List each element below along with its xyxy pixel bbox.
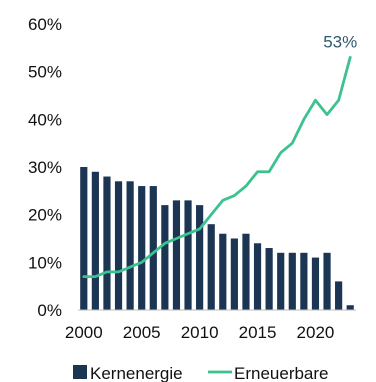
bar-kernenergie <box>184 200 192 310</box>
legend-label-kernenergie: Kernenergie <box>90 364 183 382</box>
bar-kernenergie <box>149 186 157 310</box>
bar-kernenergie <box>277 252 285 310</box>
bar-kernenergie <box>300 252 308 310</box>
y-tick-label: 50% <box>28 63 62 82</box>
y-tick-label: 30% <box>28 158 62 177</box>
y-tick-label: 0% <box>37 301 62 320</box>
x-tick-label: 2000 <box>65 323 103 342</box>
bar-kernenergie <box>311 257 320 310</box>
bar-kernenergie <box>219 233 227 310</box>
x-tick-label: 2015 <box>239 323 277 342</box>
y-tick-label: 60% <box>28 15 62 34</box>
bar-kernenergie <box>138 186 146 310</box>
bar-kernenergie <box>103 176 111 310</box>
bar-kernenergie <box>230 238 238 310</box>
bar-kernenergie <box>196 205 204 310</box>
y-axis: 0% 10% 20% 30% 40% 50% 60% <box>28 15 62 320</box>
legend-swatch-kernenergie <box>73 365 87 379</box>
bar-kernenergie <box>288 252 296 310</box>
legend-label-erneuerbare: Erneuerbare <box>234 364 329 382</box>
bar-kernenergie <box>346 305 354 310</box>
bar-kernenergie <box>335 281 343 310</box>
bar-kernenergie <box>126 181 134 310</box>
bar-kernenergie <box>253 243 262 310</box>
legend: Kernenergie Erneuerbare <box>73 364 329 382</box>
x-tick-label: 2010 <box>181 323 219 342</box>
bars-kernenergie <box>80 167 354 310</box>
y-tick-label: 40% <box>28 110 62 129</box>
y-tick-label: 10% <box>28 253 62 272</box>
bar-kernenergie <box>114 181 123 310</box>
bar-kernenergie <box>323 252 331 310</box>
bar-kernenergie <box>207 224 215 310</box>
bar-kernenergie <box>91 171 99 310</box>
y-tick-label: 20% <box>28 206 62 225</box>
x-axis: 2000 2005 2010 2015 2020 <box>65 323 334 342</box>
line-erneuerbare <box>82 55 352 279</box>
x-tick-label: 2005 <box>123 323 161 342</box>
bar-kernenergie <box>80 167 88 310</box>
bar-kernenergie <box>172 200 181 310</box>
x-tick-label: 2020 <box>297 323 335 342</box>
end-value-label: 53% <box>323 32 357 51</box>
bar-kernenergie <box>265 248 273 310</box>
bar-kernenergie <box>242 233 250 310</box>
bar-kernenergie <box>161 205 169 310</box>
